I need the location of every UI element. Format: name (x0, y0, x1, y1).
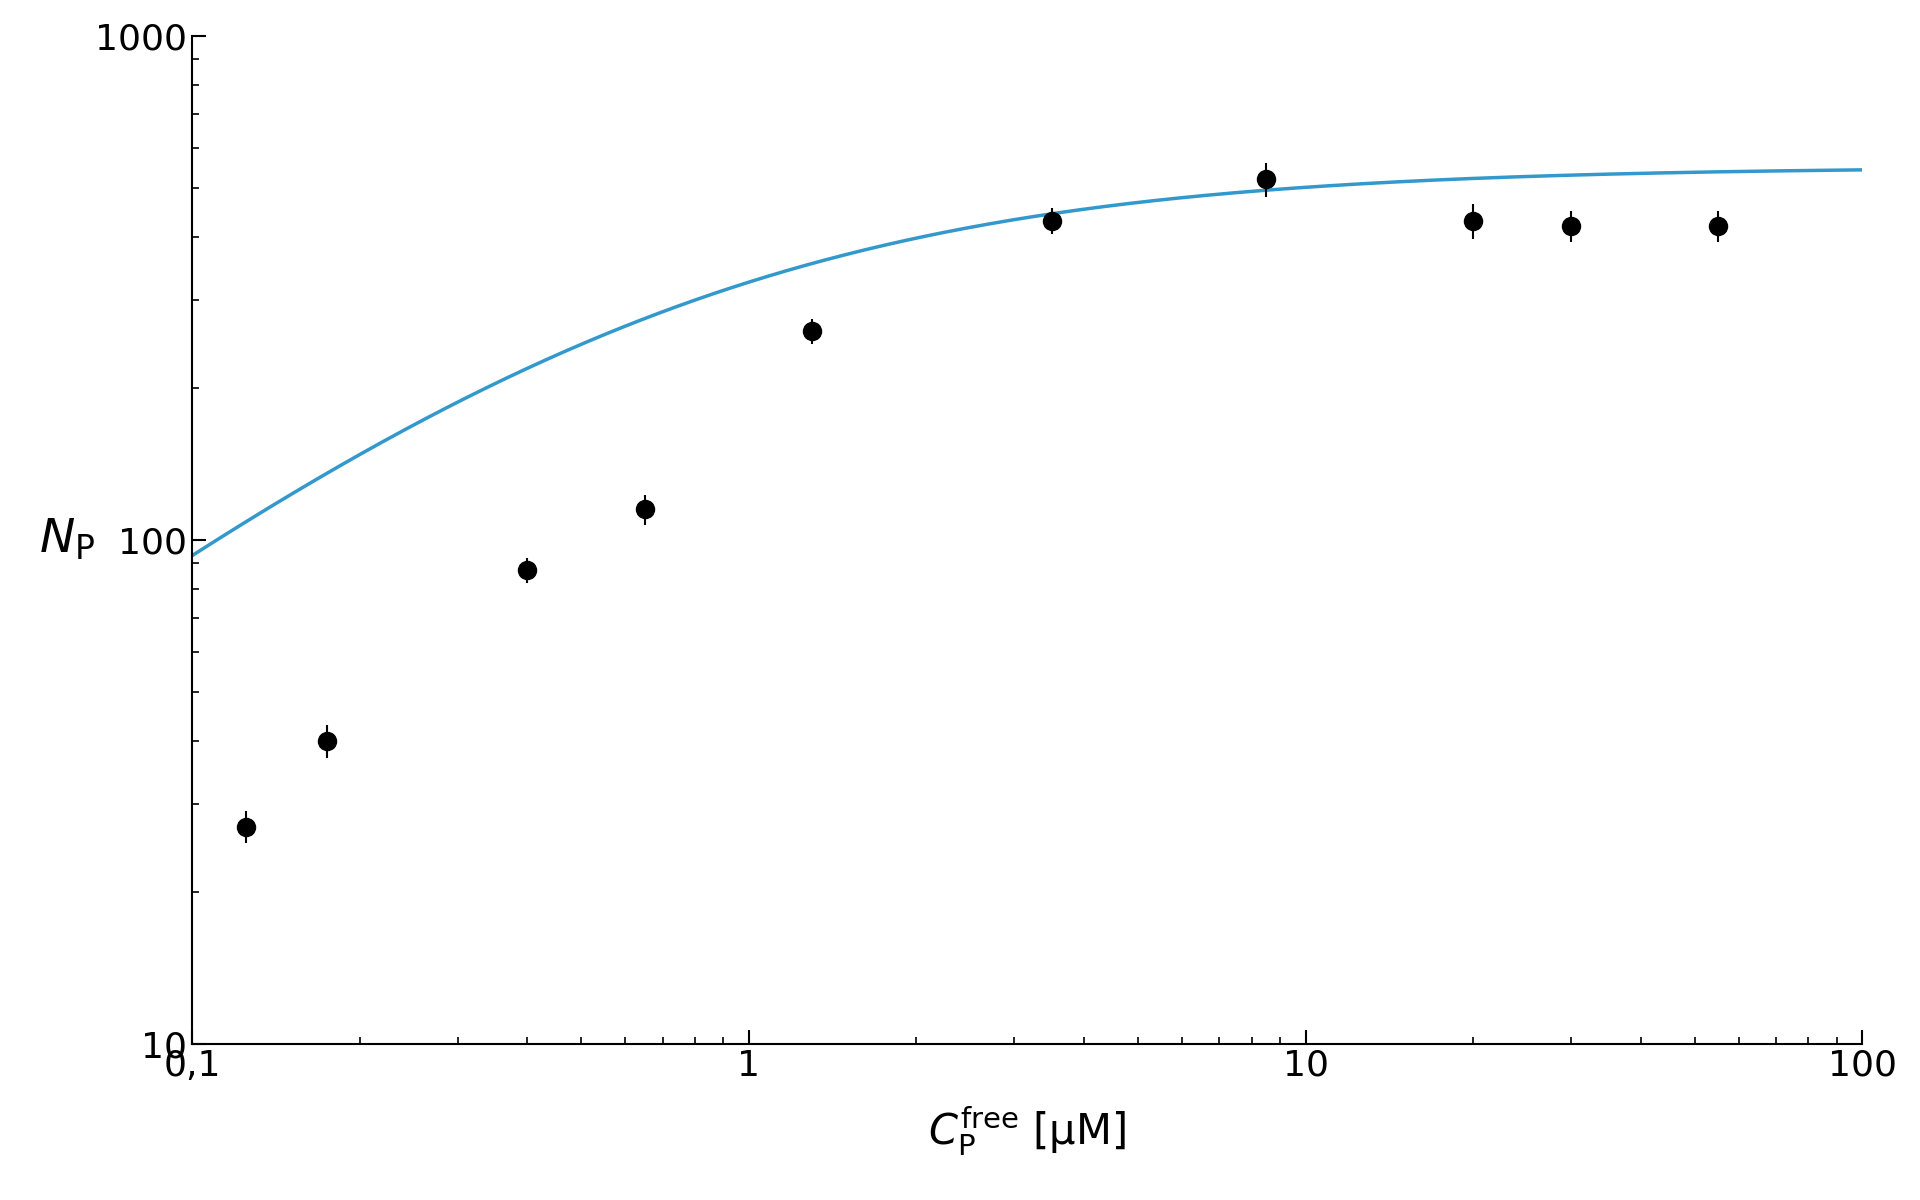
X-axis label: $C_\mathrm{P}^\mathrm{free}$ [μM]: $C_\mathrm{P}^\mathrm{free}$ [μM] (927, 1104, 1127, 1158)
Y-axis label: $\mathit{N}_\mathrm{P}$: $\mathit{N}_\mathrm{P}$ (38, 517, 96, 563)
